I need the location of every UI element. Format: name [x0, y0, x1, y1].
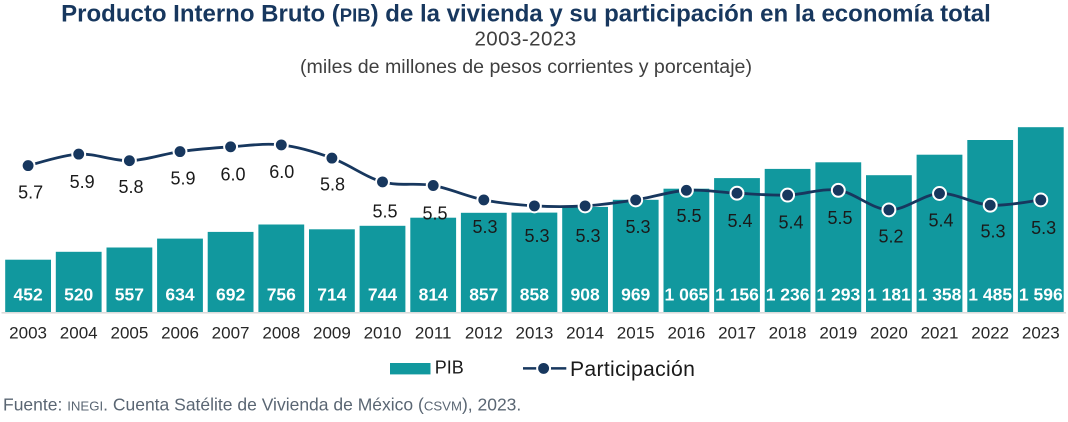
svg-text:2003-2023: 2003-2023 — [474, 28, 576, 51]
svg-text:2019: 2019 — [819, 323, 857, 342]
svg-text:1 065: 1 065 — [665, 285, 709, 305]
svg-text:1 181: 1 181 — [867, 285, 911, 305]
svg-text:5.9: 5.9 — [170, 169, 195, 189]
svg-text:858: 858 — [520, 285, 549, 305]
svg-text:2004: 2004 — [60, 323, 98, 342]
svg-text:5.3: 5.3 — [524, 226, 549, 246]
svg-text:2020: 2020 — [870, 323, 908, 342]
svg-text:557: 557 — [115, 285, 144, 305]
svg-text:756: 756 — [267, 285, 296, 305]
svg-text:857: 857 — [469, 285, 498, 305]
svg-text:2013: 2013 — [515, 323, 553, 342]
svg-text:2008: 2008 — [262, 323, 300, 342]
svg-text:5.4: 5.4 — [928, 211, 953, 231]
svg-text:2007: 2007 — [212, 323, 250, 342]
svg-text:2018: 2018 — [769, 323, 807, 342]
svg-text:2005: 2005 — [110, 323, 148, 342]
svg-text:2014: 2014 — [566, 323, 604, 342]
svg-text:Fuente: INEGI. Cuenta Satélite: Fuente: INEGI. Cuenta Satélite de Vivien… — [3, 394, 521, 414]
svg-text:5.5: 5.5 — [676, 206, 701, 226]
svg-text:2006: 2006 — [161, 323, 199, 342]
svg-text:1 293: 1 293 — [816, 285, 860, 305]
svg-text:2022: 2022 — [971, 323, 1009, 342]
svg-text:5.9: 5.9 — [70, 172, 95, 192]
svg-text:5.3: 5.3 — [1031, 218, 1056, 238]
svg-text:2017: 2017 — [718, 323, 756, 342]
svg-text:Producto Interno Bruto (PIB) d: Producto Interno Bruto (PIB) de la vivie… — [61, 0, 991, 27]
svg-text:1 156: 1 156 — [715, 285, 759, 305]
svg-text:908: 908 — [570, 285, 599, 305]
svg-text:(miles de millones de pesos co: (miles de millones de pesos corrientes y… — [300, 56, 752, 78]
svg-text:2012: 2012 — [465, 323, 503, 342]
svg-text:6.0: 6.0 — [269, 162, 294, 182]
svg-text:PIB: PIB — [435, 358, 464, 378]
svg-text:6.0: 6.0 — [220, 164, 245, 184]
svg-text:692: 692 — [216, 285, 245, 305]
svg-text:520: 520 — [64, 285, 93, 305]
svg-text:2023: 2023 — [1022, 323, 1060, 342]
svg-text:5.4: 5.4 — [778, 213, 803, 233]
svg-text:452: 452 — [13, 285, 42, 305]
svg-text:1 236: 1 236 — [766, 285, 810, 305]
svg-text:714: 714 — [317, 285, 346, 305]
svg-text:5.3: 5.3 — [472, 217, 497, 237]
svg-text:5.5: 5.5 — [372, 202, 397, 222]
svg-text:5.8: 5.8 — [118, 177, 143, 197]
svg-text:1 358: 1 358 — [918, 285, 962, 305]
svg-text:5.5: 5.5 — [422, 204, 447, 224]
svg-text:2016: 2016 — [667, 323, 705, 342]
svg-text:Participación: Participación — [570, 358, 695, 381]
svg-text:2010: 2010 — [364, 323, 402, 342]
svg-text:2021: 2021 — [921, 323, 959, 342]
svg-text:1 596: 1 596 — [1019, 285, 1063, 305]
svg-text:5.5: 5.5 — [827, 208, 852, 228]
svg-text:744: 744 — [368, 285, 397, 305]
svg-text:5.3: 5.3 — [980, 222, 1005, 242]
svg-text:969: 969 — [621, 285, 650, 305]
svg-text:5.3: 5.3 — [625, 217, 650, 237]
svg-text:5.7: 5.7 — [18, 183, 43, 203]
svg-text:814: 814 — [419, 285, 448, 305]
svg-text:2003: 2003 — [9, 323, 47, 342]
svg-text:1 485: 1 485 — [968, 285, 1012, 305]
svg-text:5.4: 5.4 — [727, 211, 752, 231]
svg-text:5.8: 5.8 — [320, 175, 345, 195]
svg-text:634: 634 — [165, 285, 194, 305]
svg-text:2009: 2009 — [313, 323, 351, 342]
svg-text:5.3: 5.3 — [575, 226, 600, 246]
svg-text:2011: 2011 — [415, 323, 452, 342]
svg-text:5.2: 5.2 — [878, 227, 903, 247]
svg-text:2015: 2015 — [617, 323, 655, 342]
